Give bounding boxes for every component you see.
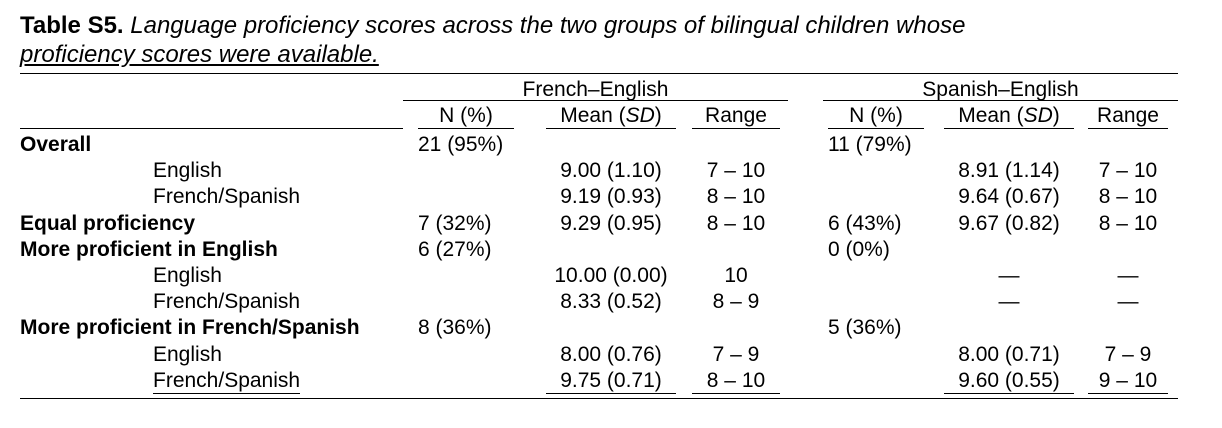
cell-se-range: 7 – 10 xyxy=(1098,159,1158,183)
fe-col-n-header: N (%) xyxy=(418,104,514,129)
cell-se-n: 5 (36%) xyxy=(828,316,902,340)
cell-se-mean: — xyxy=(998,290,1020,314)
se-col-range-header: Range xyxy=(1088,104,1168,129)
caption-label: Table S5. xyxy=(20,12,124,39)
cell-se-mean: 9.60 (0.55) xyxy=(944,369,1074,394)
cell-fe-mean: 9.00 (1.10) xyxy=(560,159,662,183)
caption-text-line1: Language proficiency scores across the t… xyxy=(130,12,966,39)
row-label: Equal proficiency xyxy=(20,211,196,235)
cell-se-mean: 9.64 (0.67) xyxy=(958,185,1060,209)
col-n-label: N (%) xyxy=(439,104,493,127)
col-mean-suffix: ) xyxy=(1052,104,1060,127)
cell-fe-range: 8 – 9 xyxy=(712,290,760,314)
row-label: English xyxy=(153,342,222,366)
se-col-mean-header: Mean (SD) xyxy=(944,104,1074,129)
col-mean-suffix: ) xyxy=(654,104,662,127)
col-mean-prefix: Mean ( xyxy=(560,104,626,127)
row-label: French/Spanish xyxy=(153,368,301,394)
cell-se-n: 0 (0%) xyxy=(828,237,890,261)
cell-fe-n: 6 (27%) xyxy=(418,237,492,261)
cell-se-range: 8 – 10 xyxy=(1098,211,1158,235)
col-mean-sd: SD xyxy=(1023,104,1053,127)
cell-se-range: 9 – 10 xyxy=(1088,369,1168,394)
cell-se-n: 11 (79%) xyxy=(828,133,912,156)
col-n-label: N (%) xyxy=(849,104,903,127)
cell-se-mean: — xyxy=(998,264,1020,287)
cell-fe-n: 21 (95%) xyxy=(418,133,504,156)
header-rule-left xyxy=(20,128,403,129)
col-range-label: Range xyxy=(705,104,767,127)
col-mean-prefix: Mean ( xyxy=(958,104,1024,127)
cell-se-range: — xyxy=(1117,290,1139,314)
cell-se-n: 6 (43%) xyxy=(828,211,902,235)
fe-col-mean-header: Mean (SD) xyxy=(546,104,676,129)
bottom-rule xyxy=(20,398,1178,399)
cell-fe-range: 8 – 10 xyxy=(692,369,780,394)
col-mean-sd: SD xyxy=(625,104,655,127)
group-rule-spanish-english xyxy=(823,100,1178,101)
cell-fe-mean: 8.33 (0.52) xyxy=(560,290,662,314)
table-caption: Table S5. Language proficiency scores ac… xyxy=(20,11,1180,69)
row-label: French/Spanish xyxy=(153,185,301,209)
cell-se-mean: 9.67 (0.82) xyxy=(958,211,1060,235)
cell-se-mean: 8.91 (1.14) xyxy=(958,159,1060,183)
cell-fe-range: 10 xyxy=(724,264,748,287)
row-label: English xyxy=(153,264,222,287)
cell-fe-range: 8 – 10 xyxy=(706,185,766,209)
row-label: More proficient in French/Spanish xyxy=(20,316,360,340)
row-label: More proficient in English xyxy=(20,237,278,261)
cell-fe-mean: 9.19 (0.93) xyxy=(560,185,662,209)
cell-se-mean: 8.00 (0.71) xyxy=(958,342,1060,366)
col-range-label: Range xyxy=(1097,104,1159,127)
cell-fe-mean: 10.00 (0.00) xyxy=(554,264,668,287)
row-label: French/Spanish xyxy=(153,290,301,314)
group-rule-french-english xyxy=(403,100,788,101)
cell-se-range: — xyxy=(1117,264,1139,287)
cell-fe-mean: 9.29 (0.95) xyxy=(560,211,662,235)
cell-se-range: 7 – 9 xyxy=(1104,342,1152,366)
cell-fe-range: 7 – 10 xyxy=(706,159,766,183)
fe-col-range-header: Range xyxy=(692,104,780,129)
group-header-french-english: French–English xyxy=(522,78,669,101)
cell-fe-range: 7 – 9 xyxy=(712,342,760,366)
cell-se-range: 8 – 10 xyxy=(1098,185,1158,209)
row-label: English xyxy=(153,159,222,183)
cell-fe-n: 7 (32%) xyxy=(418,211,492,235)
cell-fe-mean: 9.75 (0.71) xyxy=(546,369,676,394)
cell-fe-mean: 8.00 (0.76) xyxy=(560,342,662,366)
row-label: Overall xyxy=(20,133,92,156)
cell-fe-n: 8 (36%) xyxy=(418,316,492,340)
caption-text-line2: proficiency scores were available. xyxy=(20,41,379,68)
se-col-n-header: N (%) xyxy=(828,104,924,129)
top-rule xyxy=(20,73,1178,74)
group-header-spanish-english: Spanish–English xyxy=(922,78,1079,101)
cell-fe-range: 8 – 10 xyxy=(706,211,766,235)
